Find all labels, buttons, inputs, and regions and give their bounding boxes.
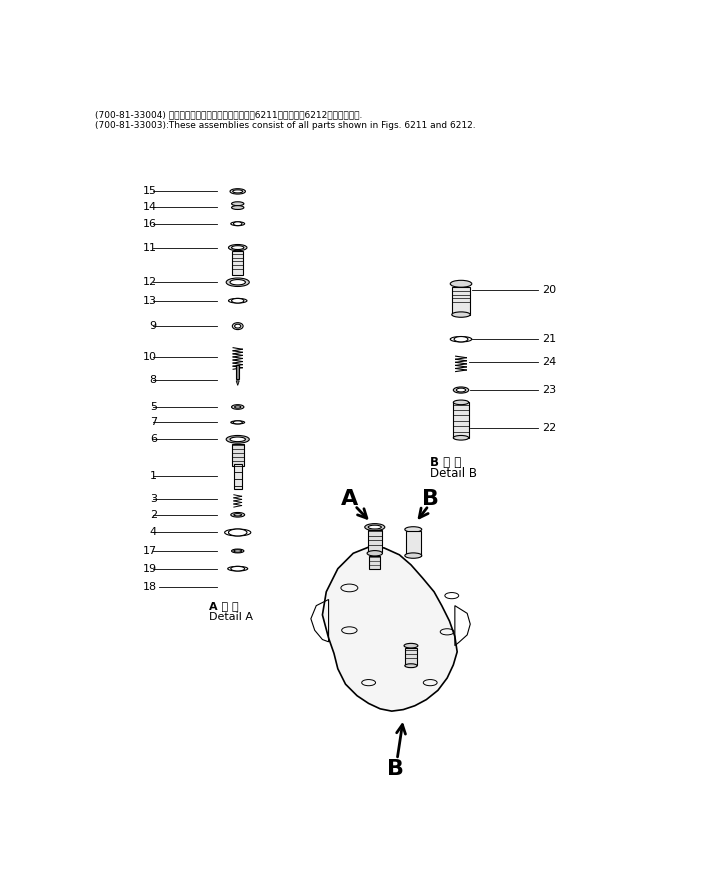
Ellipse shape: [232, 549, 244, 553]
Text: 15: 15: [143, 187, 157, 196]
Ellipse shape: [232, 202, 244, 205]
Ellipse shape: [232, 205, 244, 210]
Bar: [405, 648, 417, 665]
Ellipse shape: [450, 280, 472, 287]
Text: (700-81-33004) これらのアセンブリの構成部品は第6211図および第6212図を含みます.: (700-81-33004) これらのアセンブリの構成部品は第6211図および第…: [95, 110, 363, 119]
Ellipse shape: [234, 549, 242, 552]
Text: 22: 22: [542, 423, 556, 433]
Ellipse shape: [229, 244, 247, 251]
Bar: [236, 365, 239, 380]
Ellipse shape: [232, 404, 244, 409]
Text: Detail A: Detail A: [209, 613, 253, 622]
Text: Detail B: Detail B: [430, 468, 478, 480]
Text: 6: 6: [150, 435, 157, 444]
Ellipse shape: [367, 550, 382, 556]
Ellipse shape: [231, 512, 244, 517]
Ellipse shape: [232, 299, 244, 303]
Ellipse shape: [234, 405, 241, 408]
Text: 1: 1: [150, 471, 157, 481]
Text: B: B: [422, 489, 439, 509]
Bar: [232, 444, 244, 466]
Ellipse shape: [230, 279, 245, 285]
Bar: [406, 531, 421, 556]
Ellipse shape: [365, 524, 385, 531]
Ellipse shape: [231, 566, 244, 571]
Polygon shape: [323, 547, 457, 711]
Text: 4: 4: [150, 527, 157, 538]
Ellipse shape: [226, 278, 250, 286]
Text: 19: 19: [143, 564, 157, 573]
Ellipse shape: [233, 420, 242, 424]
Ellipse shape: [405, 553, 422, 558]
Bar: [232, 252, 243, 275]
Text: 21: 21: [542, 334, 556, 344]
Text: 11: 11: [143, 243, 157, 252]
Text: 9: 9: [150, 321, 157, 331]
Text: 5: 5: [150, 402, 157, 412]
Text: 20: 20: [542, 285, 556, 295]
Bar: [234, 464, 242, 489]
Text: 17: 17: [143, 546, 157, 556]
Ellipse shape: [404, 644, 418, 648]
Ellipse shape: [453, 387, 469, 393]
Text: 13: 13: [143, 296, 157, 306]
Polygon shape: [236, 380, 239, 386]
Text: 14: 14: [143, 202, 157, 212]
Text: B 詳 細: B 詳 細: [430, 456, 462, 469]
Text: A: A: [341, 489, 358, 509]
Ellipse shape: [453, 436, 469, 440]
Text: 8: 8: [150, 375, 157, 385]
Ellipse shape: [226, 436, 250, 444]
Ellipse shape: [454, 337, 468, 342]
Text: (700-81-33003):These assemblies consist of all parts shown in Figs. 6211 and 621: (700-81-33003):These assemblies consist …: [95, 121, 476, 130]
Ellipse shape: [230, 437, 245, 442]
Ellipse shape: [452, 312, 470, 317]
Text: 18: 18: [143, 582, 157, 592]
Text: B: B: [387, 759, 404, 779]
Ellipse shape: [232, 245, 244, 250]
Bar: [452, 287, 470, 315]
Text: 2: 2: [150, 509, 157, 520]
Ellipse shape: [234, 324, 241, 328]
Text: 3: 3: [150, 494, 157, 504]
Ellipse shape: [230, 188, 245, 194]
Bar: [369, 557, 380, 569]
Text: 7: 7: [150, 417, 157, 428]
Ellipse shape: [234, 514, 242, 516]
Ellipse shape: [233, 190, 243, 193]
Text: A 詳 細: A 詳 細: [209, 601, 239, 611]
Text: 10: 10: [143, 352, 157, 362]
Ellipse shape: [457, 388, 465, 392]
Ellipse shape: [453, 400, 469, 404]
Bar: [453, 403, 469, 437]
Ellipse shape: [232, 323, 243, 330]
Text: 23: 23: [542, 385, 556, 395]
Ellipse shape: [405, 664, 417, 668]
Ellipse shape: [369, 525, 381, 529]
Ellipse shape: [405, 526, 422, 533]
Text: 16: 16: [143, 219, 157, 228]
Ellipse shape: [234, 221, 242, 226]
Ellipse shape: [229, 529, 247, 536]
Text: 12: 12: [143, 277, 157, 287]
Bar: [368, 530, 381, 552]
Text: 24: 24: [542, 357, 556, 367]
